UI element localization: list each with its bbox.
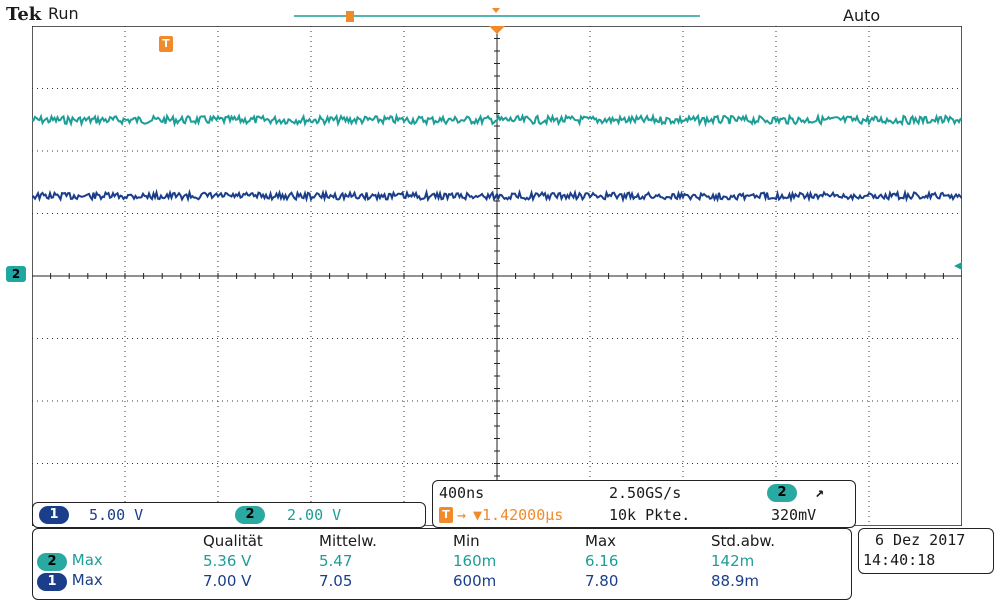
trigger-arrow-icon: → bbox=[457, 506, 467, 524]
acquisition-status: Run bbox=[48, 4, 79, 23]
measurements-table: Qualität Mittelw. Min Max Std.abw. 2 Max… bbox=[37, 531, 831, 591]
header-max: Max bbox=[585, 532, 617, 550]
trigger-time-marker: T bbox=[159, 36, 173, 52]
measurement-type: Max bbox=[71, 551, 103, 569]
measurements-panel: Qualität Mittelw. Min Max Std.abw. 2 Max… bbox=[32, 528, 852, 600]
date-display: 6 Dez 2017 bbox=[875, 531, 966, 549]
header-min: Min bbox=[453, 532, 480, 550]
value-max: 7.80 bbox=[585, 572, 619, 590]
channel-2-ground-marker[interactable]: 2 bbox=[6, 266, 26, 282]
value-max: 6.16 bbox=[585, 552, 619, 570]
trigger-mode: Auto bbox=[843, 6, 881, 25]
channel-2-scale: 2.00 V bbox=[287, 506, 342, 524]
brand-logo: Tek bbox=[6, 4, 42, 25]
value-mean: 5.47 bbox=[319, 552, 353, 570]
measurement-row-channel-1[interactable]: 1 Max 7.00 V 7.05 600m 7.80 88.9m bbox=[37, 571, 831, 591]
record-length: 10k Pkte. bbox=[609, 506, 691, 524]
timebase-trigger-panel: 400ns 2.50GS/s 2 ↗ T → ▼1.42000µs 10k Pk… bbox=[432, 480, 856, 528]
header-mean: Mittelw. bbox=[319, 532, 377, 550]
sample-rate: 2.50GS/s bbox=[609, 484, 682, 502]
value-mean: 7.05 bbox=[319, 572, 353, 590]
row-channel-badge: 2 bbox=[37, 553, 67, 571]
measurement-type: Max bbox=[71, 571, 103, 589]
header-stddev: Std.abw. bbox=[711, 532, 776, 550]
measurements-header-row: Qualität Mittelw. Min Max Std.abw. bbox=[37, 531, 831, 551]
grid-lines bbox=[32, 26, 962, 526]
record-position-indicator bbox=[294, 8, 700, 22]
trigger-source-badge[interactable]: 2 bbox=[767, 484, 797, 502]
waveform-graticule[interactable] bbox=[32, 26, 962, 526]
trigger-level: 320mV bbox=[771, 506, 817, 524]
datetime-panel: 6 Dez 2017 14:40:18 bbox=[858, 528, 994, 574]
value-quality: 7.00 V bbox=[203, 572, 252, 590]
channel-1-trace bbox=[32, 188, 962, 204]
trigger-offset-icon: T bbox=[439, 507, 453, 523]
value-min: 160m bbox=[453, 552, 497, 570]
value-min: 600m bbox=[453, 572, 497, 590]
top-status-bar: Tek Run Auto bbox=[0, 0, 1000, 26]
channel-2-trace bbox=[32, 112, 962, 128]
value-quality: 5.36 V bbox=[203, 552, 252, 570]
trigger-level-marker-icon bbox=[954, 262, 962, 270]
header-quality: Qualität bbox=[203, 532, 263, 550]
value-stddev: 142m bbox=[711, 552, 755, 570]
value-stddev: 88.9m bbox=[711, 572, 760, 590]
trigger-offset: ▼1.42000µs bbox=[473, 506, 564, 524]
rising-edge-icon: ↗ bbox=[815, 483, 825, 501]
timebase-scale: 400ns bbox=[439, 484, 485, 502]
channel-1-scale: 5.00 V bbox=[89, 506, 144, 524]
channel-2-badge[interactable]: 2 bbox=[235, 506, 265, 524]
time-display: 14:40:18 bbox=[863, 551, 936, 569]
row-channel-badge: 1 bbox=[37, 573, 67, 591]
measurement-row-channel-2[interactable]: 2 Max 5.36 V 5.47 160m 6.16 142m bbox=[37, 551, 831, 571]
channel-scale-panel: 1 5.00 V 2 2.00 V bbox=[32, 502, 426, 528]
trigger-position-marker-icon bbox=[489, 26, 505, 34]
channel-1-badge[interactable]: 1 bbox=[39, 506, 69, 524]
